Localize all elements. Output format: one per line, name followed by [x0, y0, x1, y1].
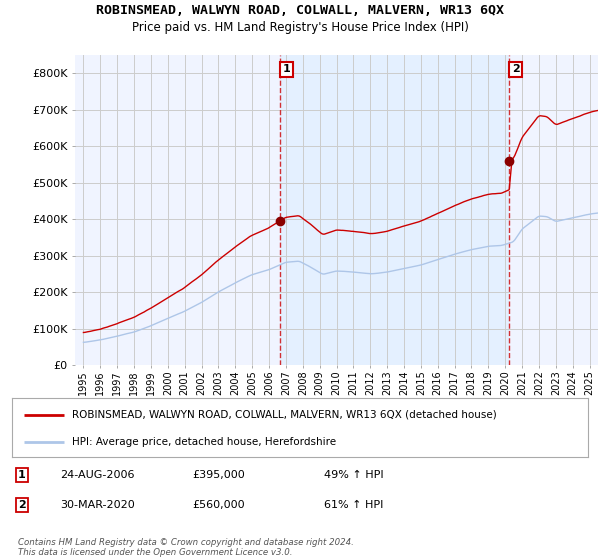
Text: 2: 2	[512, 64, 520, 74]
Text: 61% ↑ HPI: 61% ↑ HPI	[324, 500, 383, 510]
Text: ROBINSMEAD, WALWYN ROAD, COLWALL, MALVERN, WR13 6QX: ROBINSMEAD, WALWYN ROAD, COLWALL, MALVER…	[96, 4, 504, 17]
Bar	[280, 55, 509, 365]
Text: £560,000: £560,000	[192, 500, 245, 510]
Text: ROBINSMEAD, WALWYN ROAD, COLWALL, MALVERN, WR13 6QX (detached house): ROBINSMEAD, WALWYN ROAD, COLWALL, MALVER…	[73, 409, 497, 419]
Text: Contains HM Land Registry data © Crown copyright and database right 2024.
This d: Contains HM Land Registry data © Crown c…	[18, 538, 354, 557]
Text: 1: 1	[18, 470, 26, 480]
Text: 30-MAR-2020: 30-MAR-2020	[60, 500, 135, 510]
Text: HPI: Average price, detached house, Herefordshire: HPI: Average price, detached house, Here…	[73, 437, 337, 447]
Text: 49% ↑ HPI: 49% ↑ HPI	[324, 470, 383, 480]
Text: £395,000: £395,000	[192, 470, 245, 480]
Text: Price paid vs. HM Land Registry's House Price Index (HPI): Price paid vs. HM Land Registry's House …	[131, 21, 469, 34]
Text: 1: 1	[283, 64, 290, 74]
Text: 2: 2	[18, 500, 26, 510]
Text: 24-AUG-2006: 24-AUG-2006	[60, 470, 134, 480]
